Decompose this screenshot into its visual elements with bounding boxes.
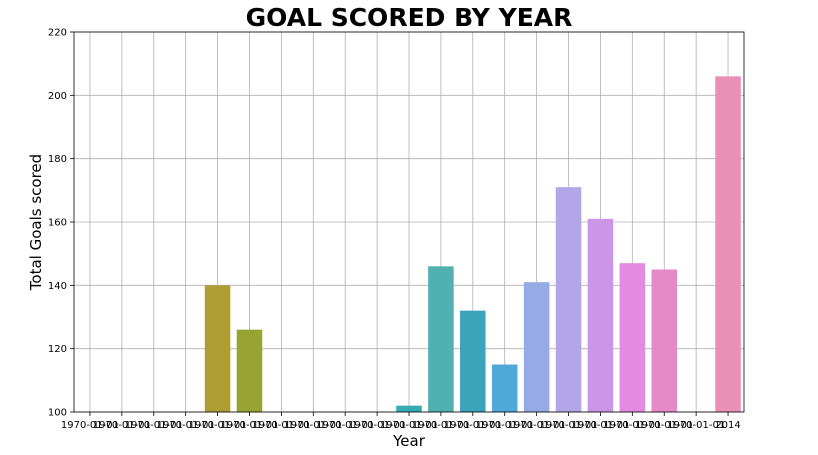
bar bbox=[619, 263, 646, 412]
x-tick-label: 1970-01-01 bbox=[539, 420, 597, 431]
x-tick-label: 1970-01-01 bbox=[220, 420, 278, 431]
y-tick-label: 180 bbox=[48, 154, 67, 165]
bar bbox=[587, 218, 614, 412]
bar bbox=[715, 76, 741, 412]
y-tick-label: 140 bbox=[48, 281, 67, 292]
x-tick-label: 1970-01-01 bbox=[125, 420, 183, 431]
bar bbox=[555, 187, 582, 412]
chart-title: GOAL SCORED BY YEAR bbox=[246, 3, 573, 32]
x-tick-label: 1970-01-01 bbox=[412, 420, 470, 431]
bar bbox=[460, 310, 486, 412]
bar bbox=[523, 282, 550, 412]
x-tick-label: 1970-01-01 bbox=[444, 420, 502, 431]
y-tick-label: 120 bbox=[48, 344, 67, 355]
y-tick-label: 160 bbox=[48, 218, 67, 229]
x-tick-label: 1970-01-01 bbox=[667, 420, 725, 431]
x-tick-label: 1970-01-01 bbox=[61, 420, 119, 431]
x-tick-label: 1970-01-01 bbox=[635, 420, 693, 431]
y-tick-label: 200 bbox=[48, 91, 67, 102]
x-tick-label: 1970-01-01 bbox=[508, 420, 566, 431]
x-tick-label: 1970-01-01 bbox=[93, 420, 151, 431]
y-axis-label: Total Goals scored bbox=[27, 154, 45, 291]
x-tick-label: 1970-01-01 bbox=[571, 420, 629, 431]
x-tick-label: 1970-01-01 bbox=[252, 420, 310, 431]
y-axis-ticks: 100 120 140 160 180 200 220 bbox=[48, 28, 74, 419]
x-tick-label: 1970-01-01 bbox=[348, 420, 406, 431]
bar bbox=[491, 364, 518, 412]
x-tick-label: 1970-01-01 bbox=[157, 420, 215, 431]
x-tick-label: 1970-01-01 bbox=[476, 420, 534, 431]
x-axis-label: Year bbox=[392, 432, 426, 450]
x-axis-ticks: 1970-01-011970-01-011970-01-011970-01-01… bbox=[61, 412, 741, 431]
y-tick-label: 220 bbox=[48, 28, 67, 39]
bar bbox=[428, 266, 454, 412]
bar bbox=[204, 285, 231, 412]
bar bbox=[396, 405, 422, 412]
y-tick-label: 100 bbox=[48, 408, 67, 419]
x-tick-label: 1970-01-01 bbox=[189, 420, 247, 431]
x-tick-label: 1970-01-01 bbox=[603, 420, 661, 431]
x-tick-label: 1970-01-01 bbox=[380, 420, 438, 431]
x-tick-label: 1970-01-01 bbox=[316, 420, 374, 431]
x-tick-label: 1970-01-01 bbox=[284, 420, 342, 431]
bar bbox=[236, 329, 263, 412]
x-tick-label: 2014 bbox=[715, 420, 740, 431]
bar bbox=[651, 269, 677, 412]
bars bbox=[204, 76, 741, 412]
